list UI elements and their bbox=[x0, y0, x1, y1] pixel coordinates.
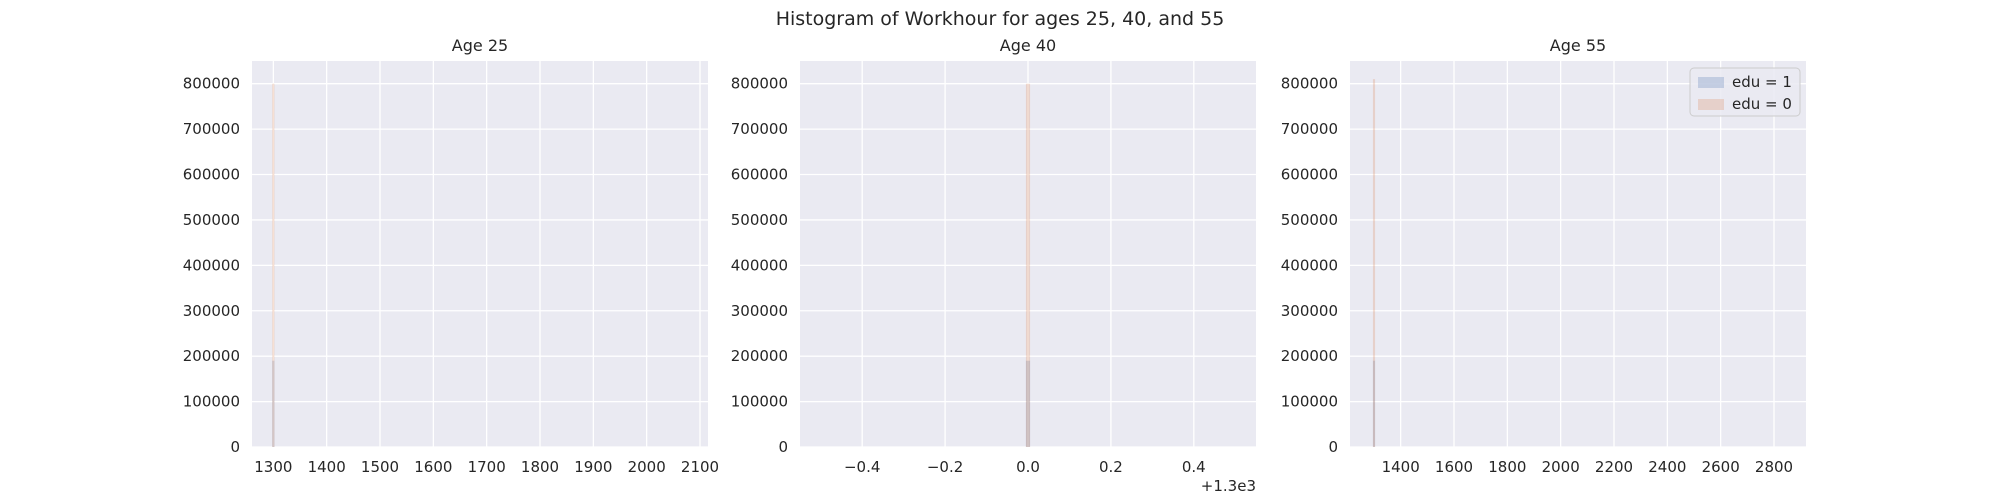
y-tick-label: 800000 bbox=[183, 75, 240, 93]
y-tick-label: 0 bbox=[778, 438, 788, 456]
y-tick-label: 100000 bbox=[731, 393, 788, 411]
y-tick-label: 700000 bbox=[1281, 120, 1338, 138]
x-tick-label: 1400 bbox=[1382, 458, 1420, 476]
x-tick-label: 1600 bbox=[1435, 458, 1473, 476]
x-tick-label: 1500 bbox=[361, 458, 399, 476]
x-tick-label: 0.2 bbox=[1099, 458, 1123, 476]
y-tick-label: 200000 bbox=[183, 347, 240, 365]
y-tick-label: 300000 bbox=[731, 302, 788, 320]
y-tick-label: 500000 bbox=[183, 211, 240, 229]
x-tick-label: 2000 bbox=[1542, 458, 1580, 476]
x-tick-label: 2400 bbox=[1648, 458, 1686, 476]
y-tick-label: 300000 bbox=[1281, 302, 1338, 320]
histogram-bar bbox=[272, 360, 275, 447]
plot-background bbox=[1350, 61, 1806, 447]
x-tick-label: 1900 bbox=[574, 458, 612, 476]
x-tick-label: 2000 bbox=[628, 458, 666, 476]
y-tick-label: 700000 bbox=[183, 120, 240, 138]
x-tick-label: 0.0 bbox=[1016, 458, 1040, 476]
figure-title: Histogram of Workhour for ages 25, 40, a… bbox=[776, 8, 1225, 30]
y-tick-label: 100000 bbox=[183, 393, 240, 411]
panel-2: Age 40 −0.4 −0.2 0.0 0.2 0.4 0 100000 200000 3000… bbox=[731, 36, 1256, 495]
x-tick-label: 1400 bbox=[308, 458, 346, 476]
x-tick-label: 1300 bbox=[254, 458, 292, 476]
histogram-bar bbox=[1372, 79, 1376, 447]
legend-swatch bbox=[1698, 77, 1724, 88]
legend-label: edu = 1 bbox=[1732, 73, 1792, 91]
x-tick-label: −0.4 bbox=[844, 458, 880, 476]
y-tick-label: 500000 bbox=[731, 211, 788, 229]
legend: edu = 1 edu = 0 bbox=[1689, 67, 1801, 117]
x-tick-label: 2200 bbox=[1595, 458, 1633, 476]
y-tick-label: 800000 bbox=[1281, 75, 1338, 93]
x-tick-label: 1800 bbox=[1488, 458, 1526, 476]
x-tick-label: 2800 bbox=[1755, 458, 1793, 476]
y-tick-label: 400000 bbox=[731, 256, 788, 274]
panel-title: Age 25 bbox=[452, 36, 508, 55]
y-tick-label: 0 bbox=[230, 438, 240, 456]
histogram-bar bbox=[1025, 360, 1031, 447]
panel-3: Age 55 1400 1600 1800 2000 2200 2400 2600 2800 0 1… bbox=[1281, 36, 1806, 476]
x-tick-label: 1600 bbox=[414, 458, 452, 476]
panel-title: Age 55 bbox=[1550, 36, 1606, 55]
y-tick-label: 500000 bbox=[1281, 211, 1338, 229]
y-tick-label: 200000 bbox=[731, 347, 788, 365]
y-tick-label: 700000 bbox=[731, 120, 788, 138]
y-tick-label: 300000 bbox=[183, 302, 240, 320]
x-offset-label: +1.3e3 bbox=[1201, 477, 1256, 495]
x-tick-label: 2100 bbox=[681, 458, 719, 476]
y-tick-label: 400000 bbox=[1281, 256, 1338, 274]
histogram-bar bbox=[272, 83, 275, 448]
x-tick-label: 1700 bbox=[468, 458, 506, 476]
panel-1: Age 25 1300 1400 1500 1600 1700 1800 1900 2000 21… bbox=[183, 36, 719, 476]
histogram-bar bbox=[1025, 83, 1031, 448]
x-tick-label: 1800 bbox=[521, 458, 559, 476]
y-tick-label: 800000 bbox=[731, 75, 788, 93]
y-tick-label: 600000 bbox=[1281, 166, 1338, 184]
y-tick-label: 600000 bbox=[731, 166, 788, 184]
x-tick-label: −0.2 bbox=[927, 458, 963, 476]
y-tick-label: 100000 bbox=[1281, 393, 1338, 411]
panels: Age 25 1300 1400 1500 1600 1700 1800 1900 2000 21… bbox=[183, 36, 1806, 495]
x-tick-label: 2600 bbox=[1702, 458, 1740, 476]
histogram-bar bbox=[1372, 360, 1376, 447]
x-tick-label: 0.4 bbox=[1182, 458, 1206, 476]
panel-title: Age 40 bbox=[1000, 36, 1056, 55]
y-tick-label: 400000 bbox=[183, 256, 240, 274]
legend-label: edu = 0 bbox=[1732, 95, 1792, 113]
y-tick-label: 200000 bbox=[1281, 347, 1338, 365]
legend-swatch bbox=[1698, 99, 1724, 110]
legend-frame bbox=[1689, 67, 1801, 117]
plot-background bbox=[252, 61, 708, 447]
y-tick-label: 600000 bbox=[183, 166, 240, 184]
y-tick-label: 0 bbox=[1328, 438, 1338, 456]
